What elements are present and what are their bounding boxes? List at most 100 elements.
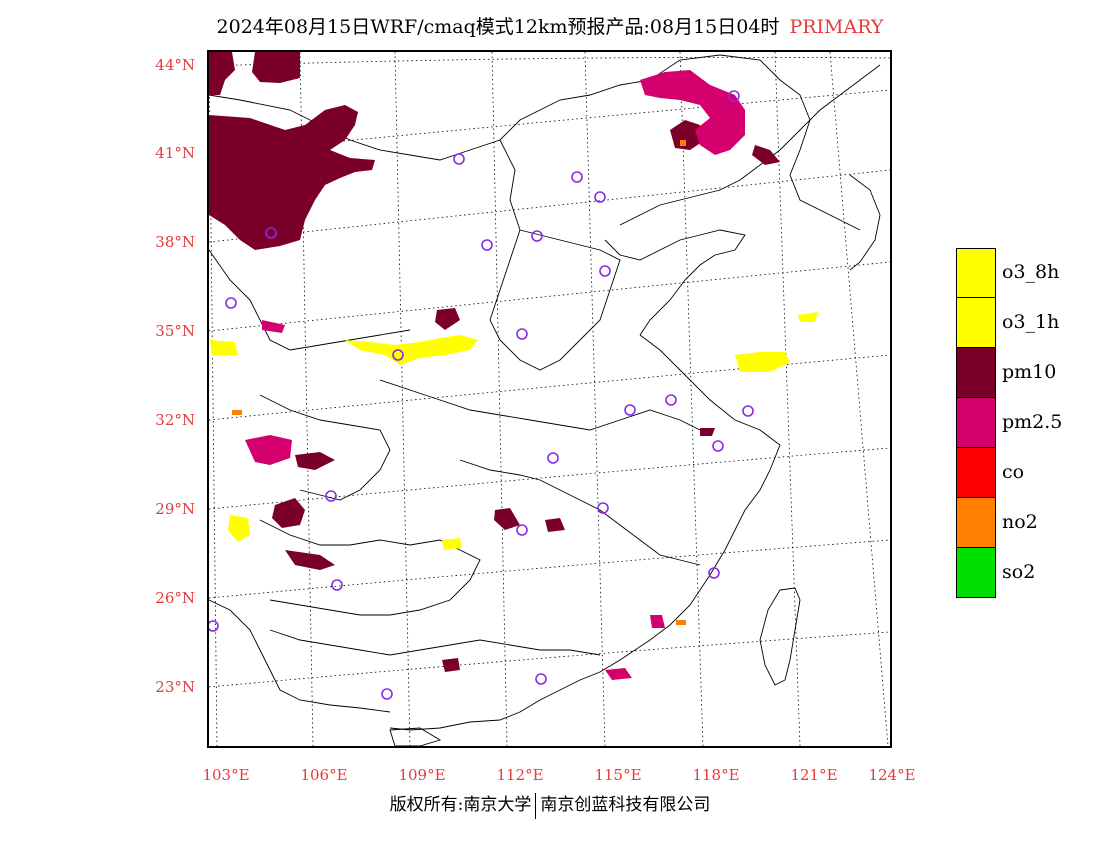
graticule-lat-35 bbox=[209, 261, 890, 332]
o3-area-guizhou bbox=[442, 538, 462, 550]
graticule-lat-26 bbox=[209, 539, 890, 599]
map-area[interactable] bbox=[207, 50, 892, 748]
o3-area-east-sea bbox=[798, 312, 818, 322]
no2-area-yunnan bbox=[232, 410, 242, 415]
graticule-lon-115 bbox=[584, 52, 606, 746]
graticule-lon-109 bbox=[394, 52, 411, 746]
korea-outline bbox=[849, 174, 881, 271]
o3-area-jiangsu bbox=[735, 352, 790, 372]
city-marker bbox=[599, 265, 611, 277]
taiwan-outline bbox=[759, 587, 801, 686]
city-marker bbox=[331, 579, 343, 591]
city-marker bbox=[516, 328, 528, 340]
legend-swatch bbox=[956, 548, 996, 598]
lat-label-32: 32°N bbox=[155, 411, 195, 429]
lat-label-41: 41°N bbox=[155, 144, 195, 162]
boundaries bbox=[209, 54, 881, 746]
city-marker bbox=[571, 171, 583, 183]
title-text: 2024年08月15日WRF/cmaq模式12km预报产品:08月15日04时 bbox=[216, 16, 780, 38]
city-marker bbox=[665, 394, 677, 406]
o3-area-sichuan bbox=[228, 515, 250, 542]
graticule-lon-106 bbox=[299, 52, 314, 746]
guizhou-border bbox=[259, 519, 481, 616]
pm10-area-liaoning bbox=[752, 145, 780, 165]
city-marker bbox=[392, 349, 404, 361]
graticule-lat-23 bbox=[209, 631, 890, 688]
city-marker bbox=[225, 297, 237, 309]
lat-label-26: 26°N bbox=[155, 589, 195, 607]
lon-label-112: 112°E bbox=[496, 766, 544, 784]
footer-separator bbox=[535, 792, 537, 819]
lon-label-121: 121°E bbox=[790, 766, 838, 784]
pm10-area-chongqing bbox=[295, 452, 335, 470]
legend-label: o3_1h bbox=[1002, 311, 1060, 333]
legend-label: pm2.5 bbox=[1002, 411, 1063, 433]
pm10-area-jiangsu bbox=[700, 428, 715, 436]
city-marker bbox=[265, 227, 277, 239]
footer-right: 南京创蓝科技有限公司 bbox=[540, 795, 711, 815]
no2-areas bbox=[232, 140, 686, 625]
lat-label-44: 44°N bbox=[155, 56, 195, 74]
pm10-area-hunan bbox=[494, 508, 520, 530]
legend-swatch bbox=[956, 298, 996, 348]
graticule-lon-103 bbox=[209, 52, 218, 746]
lon-label-124: 124°E bbox=[868, 766, 916, 784]
city-marker bbox=[531, 230, 543, 242]
northeast-border bbox=[719, 54, 861, 231]
lon-label-103: 103°E bbox=[202, 766, 250, 784]
no2-area-fujian bbox=[676, 620, 686, 625]
legend-label: no2 bbox=[1002, 511, 1038, 533]
lat-label-38: 38°N bbox=[155, 233, 195, 251]
o3-area-yunnan-north bbox=[210, 340, 238, 356]
city-marker bbox=[708, 567, 720, 579]
pm10-area-beijing bbox=[670, 120, 705, 150]
title-tag: PRIMARY bbox=[789, 16, 884, 38]
graticule-lon-112 bbox=[491, 52, 508, 746]
legend-label: o3_8h bbox=[1002, 261, 1060, 283]
city-marker bbox=[597, 502, 609, 514]
graticule-lat-32 bbox=[209, 354, 890, 421]
pm10-area-shaanxi bbox=[435, 308, 460, 330]
city-marker bbox=[381, 688, 393, 700]
pm10-area-top-north bbox=[252, 52, 300, 83]
lat-label-23: 23°N bbox=[155, 678, 195, 696]
lon-label-118: 118°E bbox=[692, 766, 740, 784]
city-marker bbox=[624, 404, 636, 416]
pm25-area-guangdong bbox=[605, 668, 632, 680]
city-marker bbox=[209, 620, 219, 632]
chongqing-sichuan-border bbox=[259, 394, 391, 501]
graticule bbox=[209, 52, 890, 746]
coastline-east bbox=[389, 334, 781, 731]
pm25-area-hebei bbox=[640, 70, 745, 155]
pm10-area-top-left bbox=[209, 52, 235, 95]
graticule-lat-44 bbox=[209, 56, 890, 67]
pm25-area-qinghai bbox=[262, 320, 285, 333]
graticule-lon-121 bbox=[774, 52, 801, 746]
legend-label: co bbox=[1002, 461, 1025, 483]
henan-border bbox=[499, 229, 621, 371]
legend-label: so2 bbox=[1002, 561, 1036, 583]
pm10-area-jiangxi bbox=[545, 518, 565, 532]
footer-left: 版权所有:南京大学 bbox=[389, 795, 532, 815]
copyright-footer: 版权所有:南京大学 南京创蓝科技有限公司 bbox=[0, 790, 1100, 819]
lat-label-29: 29°N bbox=[155, 500, 195, 518]
graticule-lon-124 bbox=[829, 52, 889, 746]
tibet-qinghai-border bbox=[209, 249, 411, 351]
pm10-area-guangxi bbox=[442, 658, 460, 672]
pm10-areas bbox=[209, 52, 780, 672]
lat-label-35: 35°N bbox=[155, 322, 195, 340]
hunan-jiangxi-border bbox=[459, 459, 701, 566]
o3-area-shaanxi-band bbox=[345, 335, 478, 365]
graticule-lon-118 bbox=[679, 52, 704, 746]
guangxi-guangdong-border bbox=[269, 629, 601, 656]
city-marker bbox=[453, 153, 465, 165]
lon-label-115: 115°E bbox=[594, 766, 642, 784]
pm10-area-guizhou bbox=[285, 550, 335, 570]
coastline-bohai bbox=[619, 64, 881, 226]
map-canvas bbox=[209, 52, 890, 746]
city-markers bbox=[209, 90, 754, 700]
city-marker bbox=[325, 490, 337, 502]
map-title: 2024年08月15日WRF/cmaq模式12km预报产品:08月15日04时 P… bbox=[0, 12, 1100, 39]
yunnan-border bbox=[209, 599, 391, 713]
pm25-area-fujian bbox=[650, 615, 665, 628]
